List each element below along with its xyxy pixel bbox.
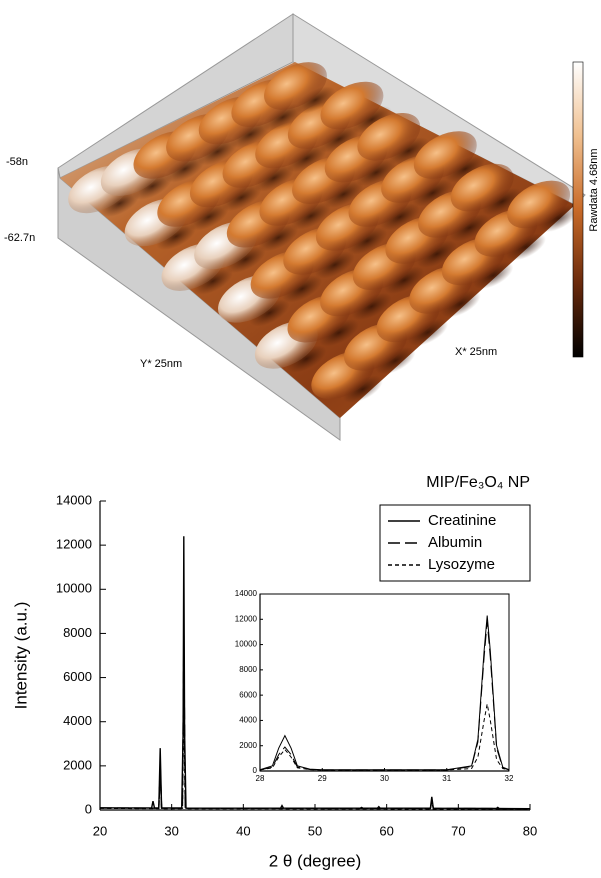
x-tick-label: 29 xyxy=(318,774,327,783)
page: {"afm": {"z_top": "-58n", "z_bottom": "-… xyxy=(0,0,601,878)
inset-frame xyxy=(260,594,509,771)
x-tick-label: 31 xyxy=(442,774,451,783)
x-tick-label: 28 xyxy=(256,774,265,783)
y-axis-label: Intensity (a.u.) xyxy=(11,602,30,710)
y-tick-label: 4000 xyxy=(63,713,92,728)
y-tick-label: 6000 xyxy=(239,690,257,699)
y-tick-label: 8000 xyxy=(63,625,92,640)
y-tick-label: 0 xyxy=(85,801,92,816)
z-bottom-label: -62.7n xyxy=(4,232,35,244)
y-tick-label: 2000 xyxy=(63,757,92,772)
x-tick-label: 50 xyxy=(308,823,322,838)
y-tick-label: 6000 xyxy=(63,669,92,684)
x-tick-label: 80 xyxy=(523,823,537,838)
y-tick-label: 2000 xyxy=(239,741,257,750)
x-tick-label: 70 xyxy=(451,823,465,838)
x-axis-label: 2 θ (degree) xyxy=(269,851,362,870)
x-tick-label: 32 xyxy=(505,774,514,783)
y-tick-label: 10000 xyxy=(235,640,258,649)
y-tick-label: 12000 xyxy=(56,537,92,552)
colorbar xyxy=(573,62,583,357)
x-tick-label: 20 xyxy=(93,823,107,838)
y-tick-label: 14000 xyxy=(235,589,258,598)
y-tick-label: 4000 xyxy=(239,716,257,725)
x-tick-label: 30 xyxy=(164,823,178,838)
xrd-charts: 0 2000 4000 6000 8000 10000 12000 14000 20 30 40 50… xyxy=(11,474,537,870)
legend-label: Lysozyme xyxy=(428,556,495,573)
z-top-label: -58n xyxy=(6,156,28,168)
x-tick-label: 30 xyxy=(380,774,389,783)
x-tick-label: 40 xyxy=(236,823,250,838)
legend-label: Albumin xyxy=(428,534,482,551)
legend-label: Creatinine xyxy=(428,512,496,529)
colorbar-label: Rawdata 4.68nm xyxy=(588,148,600,231)
y-axis-label: Y* 25nm xyxy=(140,358,182,370)
afm-image: -58n -62.7n Y* 25nm X* 25nm Rawdata 4.68… xyxy=(4,14,600,440)
chart-title: MIP/Fe₃O₄ NP xyxy=(426,474,530,491)
x-axis-label: X* 25nm xyxy=(455,346,497,358)
figure: -58n -62.7n Y* 25nm X* 25nm Rawdata 4.68… xyxy=(0,0,601,878)
y-tick-label: 12000 xyxy=(235,614,258,623)
y-tick-label: 14000 xyxy=(56,492,92,507)
x-tick-label: 60 xyxy=(379,823,393,838)
y-tick-label: 8000 xyxy=(239,665,257,674)
y-tick-label: 10000 xyxy=(56,581,92,596)
